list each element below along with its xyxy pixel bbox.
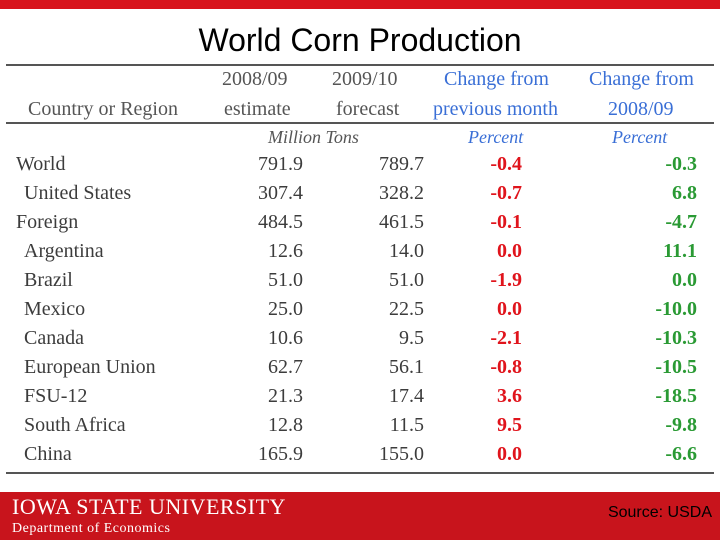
row-forecast: 51.0 [389, 269, 424, 291]
table-top-rule [6, 64, 714, 66]
row-forecast: 56.1 [389, 356, 424, 378]
row-estimate: 12.6 [268, 240, 303, 262]
row-change-month: 3.6 [497, 385, 522, 407]
row-change-year: -10.5 [655, 356, 697, 378]
row-change-year: 0.0 [672, 269, 697, 291]
row-name: South Africa [24, 414, 126, 436]
row-estimate: 791.9 [258, 153, 303, 175]
row-forecast: 789.7 [379, 153, 424, 175]
row-estimate: 307.4 [258, 182, 303, 204]
row-forecast: 17.4 [389, 385, 424, 407]
row-name: FSU-12 [24, 385, 88, 407]
row-name: World [16, 153, 66, 175]
row-name: Mexico [24, 298, 86, 320]
row-forecast: 9.5 [399, 327, 424, 349]
row-forecast: 11.5 [389, 414, 424, 436]
row-estimate: 165.9 [258, 443, 303, 465]
header-col2-line1: 2009/10 [332, 68, 398, 90]
row-change-year: 11.1 [663, 240, 697, 262]
source-label: Source: USDA [607, 504, 712, 521]
row-change-month: 9.5 [497, 414, 522, 436]
top-accent-bar [0, 0, 720, 9]
row-estimate: 51.0 [268, 269, 303, 291]
row-change-month: -2.1 [490, 327, 522, 349]
row-change-month: -0.1 [490, 211, 522, 233]
header-col1-line2: estimate [224, 98, 291, 120]
row-change-year: 6.8 [672, 182, 697, 204]
row-change-month: -0.7 [490, 182, 522, 204]
row-estimate: 62.7 [268, 356, 303, 378]
row-change-year: -9.8 [665, 414, 697, 436]
footer-bar: IOWA STATE UNIVERSITY Department of Econ… [0, 492, 720, 540]
row-name: Argentina [24, 240, 104, 262]
row-forecast: 461.5 [379, 211, 424, 233]
row-estimate: 10.6 [268, 327, 303, 349]
table-row: China 165.9 155.0 0.0 -6.6 [0, 443, 720, 472]
row-change-year: -6.6 [665, 443, 697, 465]
header-col3-line2: previous month [433, 98, 558, 120]
row-change-year: -18.5 [655, 385, 697, 407]
row-change-year: -0.3 [665, 153, 697, 175]
row-name: China [24, 443, 72, 465]
row-name: European Union [24, 356, 156, 378]
row-change-month: -0.4 [490, 153, 522, 175]
header-col2-line2: forecast [336, 98, 400, 120]
unit-percent-year: Percent [612, 127, 668, 147]
row-name: Brazil [24, 269, 73, 291]
row-change-year: -10.3 [655, 327, 697, 349]
row-estimate: 25.0 [268, 298, 303, 320]
row-forecast: 155.0 [379, 443, 424, 465]
slide-title: World Corn Production [198, 22, 522, 58]
row-change-year: -4.7 [665, 211, 697, 233]
table-header-rule [6, 122, 714, 124]
table-row: Canada 10.6 9.5 -2.1 -10.3 [0, 327, 720, 356]
header-country-region: Country or Region [28, 98, 178, 120]
isu-logo: IOWA STATE UNIVERSITY [12, 494, 286, 519]
row-name: Canada [24, 327, 84, 349]
row-forecast: 22.5 [389, 298, 424, 320]
table-row: South Africa 12.8 11.5 9.5 -9.8 [0, 414, 720, 443]
department-label: Department of Economics [12, 521, 171, 536]
table-row: Argentina 12.6 14.0 0.0 11.1 [0, 240, 720, 269]
header-col4-line2: 2008/09 [608, 98, 674, 120]
unit-percent-month: Percent [468, 127, 524, 147]
table-row: European Union 62.7 56.1 -0.8 -10.5 [0, 356, 720, 385]
row-forecast: 14.0 [389, 240, 424, 262]
header-col4-line1: Change from [589, 68, 694, 90]
table-row: World 791.9 789.7 -0.4 -0.3 [0, 153, 720, 182]
row-estimate: 484.5 [258, 211, 303, 233]
table-row: United States 307.4 328.2 -0.7 6.8 [0, 182, 720, 211]
header-col1-line1: 2008/09 [222, 68, 288, 90]
row-change-year: -10.0 [655, 298, 697, 320]
table-row: Mexico 25.0 22.5 0.0 -10.0 [0, 298, 720, 327]
row-change-month: -0.8 [490, 356, 522, 378]
table-row: FSU-12 21.3 17.4 3.6 -18.5 [0, 385, 720, 414]
row-estimate: 21.3 [268, 385, 303, 407]
row-change-month: -1.9 [490, 269, 522, 291]
table-bottom-rule [6, 472, 714, 474]
row-change-month: 0.0 [497, 240, 522, 262]
table-row: Brazil 51.0 51.0 -1.9 0.0 [0, 269, 720, 298]
row-name: United States [24, 182, 132, 204]
row-estimate: 12.8 [268, 414, 303, 436]
unit-million-tons: Million Tons [268, 127, 359, 147]
row-forecast: 328.2 [379, 182, 424, 204]
table-row: Foreign 484.5 461.5 -0.1 -4.7 [0, 211, 720, 240]
row-change-month: 0.0 [497, 443, 522, 465]
row-name: Foreign [16, 211, 79, 233]
header-col3-line1: Change from [444, 68, 549, 90]
row-change-month: 0.0 [497, 298, 522, 320]
